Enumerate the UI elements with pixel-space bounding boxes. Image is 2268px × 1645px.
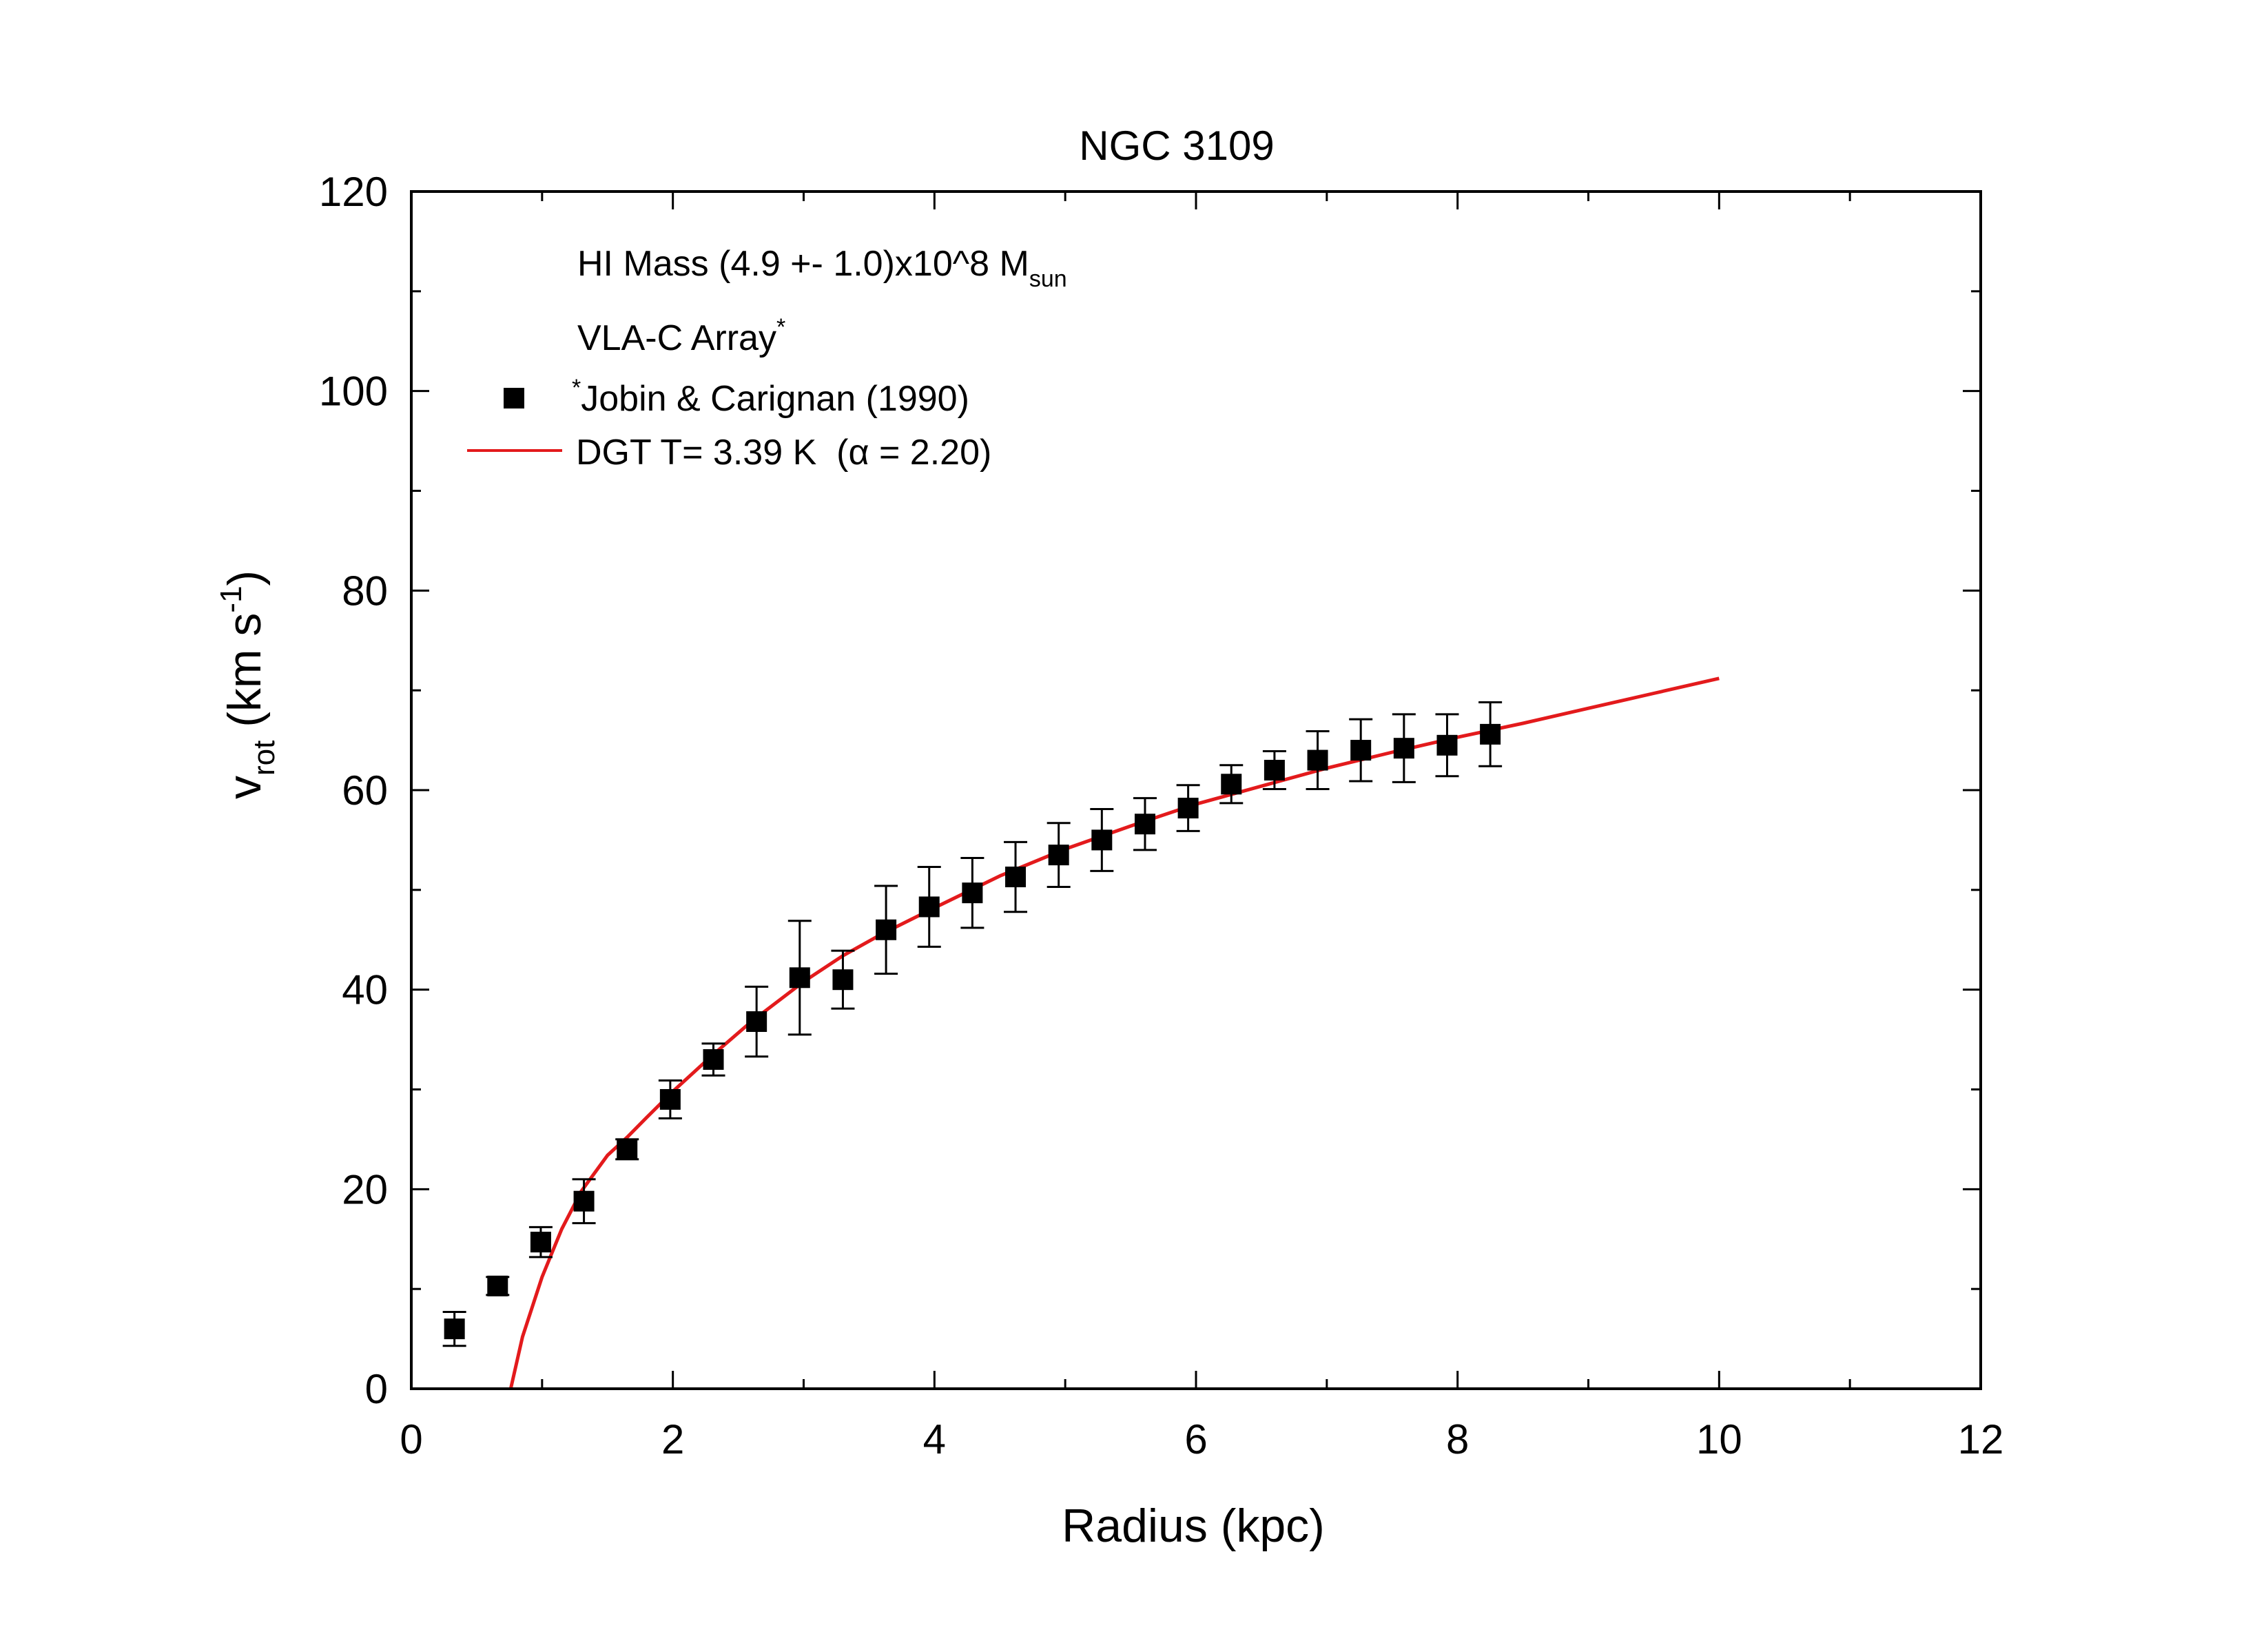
data-point: [1221, 774, 1242, 795]
x-axis-label: Radius (kpc): [1062, 1500, 1325, 1552]
data-point: [918, 896, 940, 918]
y-tick-label: 40: [342, 967, 388, 1013]
x-tick-label: 6: [1184, 1416, 1207, 1462]
x-tick-label: 2: [661, 1416, 684, 1462]
y-tick-label: 120: [319, 169, 388, 215]
legend-marker-square: [504, 388, 524, 408]
legend-label-fit: DGT T= 3.39 K (α = 2.20): [576, 433, 991, 473]
data-point: [1134, 814, 1155, 835]
data-point: [832, 969, 854, 991]
hi-mass-sub: sun: [1029, 266, 1067, 292]
data-point: [1177, 798, 1199, 819]
y-axis-label-main: v: [218, 776, 271, 799]
chart-title: NGC 3109: [1079, 123, 1274, 169]
y-tick-label: 0: [365, 1366, 388, 1412]
y-tick-label: 100: [319, 369, 388, 415]
data-point: [1393, 738, 1414, 759]
data-point: [703, 1049, 724, 1070]
x-tick-label: 10: [1696, 1416, 1742, 1462]
y-axis-label: vrot (km s-1): [214, 570, 281, 799]
data-point: [530, 1232, 551, 1253]
legend-data-sup: *: [572, 375, 581, 401]
data-point: [487, 1275, 508, 1296]
y-axis-label-units: (km s: [218, 613, 271, 741]
vla-sup: *: [776, 314, 785, 340]
vla-text: VLA-C Array: [577, 318, 776, 358]
hi-mass-annotation: HI Mass (4.9 +- 1.0)x10^8 Msun: [577, 244, 1067, 292]
data-point: [617, 1139, 638, 1160]
y-axis-label-sub: rot: [247, 741, 281, 776]
x-tick-label: 8: [1446, 1416, 1469, 1462]
data-point: [746, 1011, 767, 1033]
vla-annotation: VLA-C Array*: [577, 314, 785, 358]
data-point: [573, 1190, 595, 1212]
x-tick-label: 0: [400, 1416, 422, 1462]
hi-mass-text: HI Mass (4.9 +- 1.0)x10^8 M: [577, 244, 1029, 284]
data-point: [1436, 734, 1458, 756]
data-point: [1350, 740, 1372, 761]
data-point: [876, 919, 897, 940]
legend-label-data: *Jobin & Carignan (1990): [572, 375, 969, 419]
legend: *Jobin & Carignan (1990) DGT T= 3.39 K (…: [467, 375, 991, 473]
data-point: [962, 882, 983, 904]
data-point: [1307, 749, 1328, 771]
y-axis-label-sup: -1: [214, 586, 248, 612]
legend-data-text: Jobin & Carignan (1990): [581, 379, 969, 419]
data-point: [659, 1088, 681, 1110]
data-point: [444, 1318, 465, 1340]
data-point: [789, 967, 810, 989]
x-tick-label: 4: [923, 1416, 946, 1462]
data-point: [1091, 829, 1113, 851]
y-tick-label: 20: [342, 1166, 388, 1212]
plot-area: [442, 676, 1720, 1389]
y-tick-label: 60: [342, 767, 388, 814]
x-tick-label: 12: [1958, 1416, 2004, 1462]
data-point: [1048, 845, 1069, 866]
y-axis-label-close: ): [218, 570, 271, 586]
y-tick-label: 80: [342, 568, 388, 614]
data-point: [1264, 760, 1285, 781]
data-point: [1480, 723, 1501, 745]
data-point: [1005, 867, 1027, 888]
